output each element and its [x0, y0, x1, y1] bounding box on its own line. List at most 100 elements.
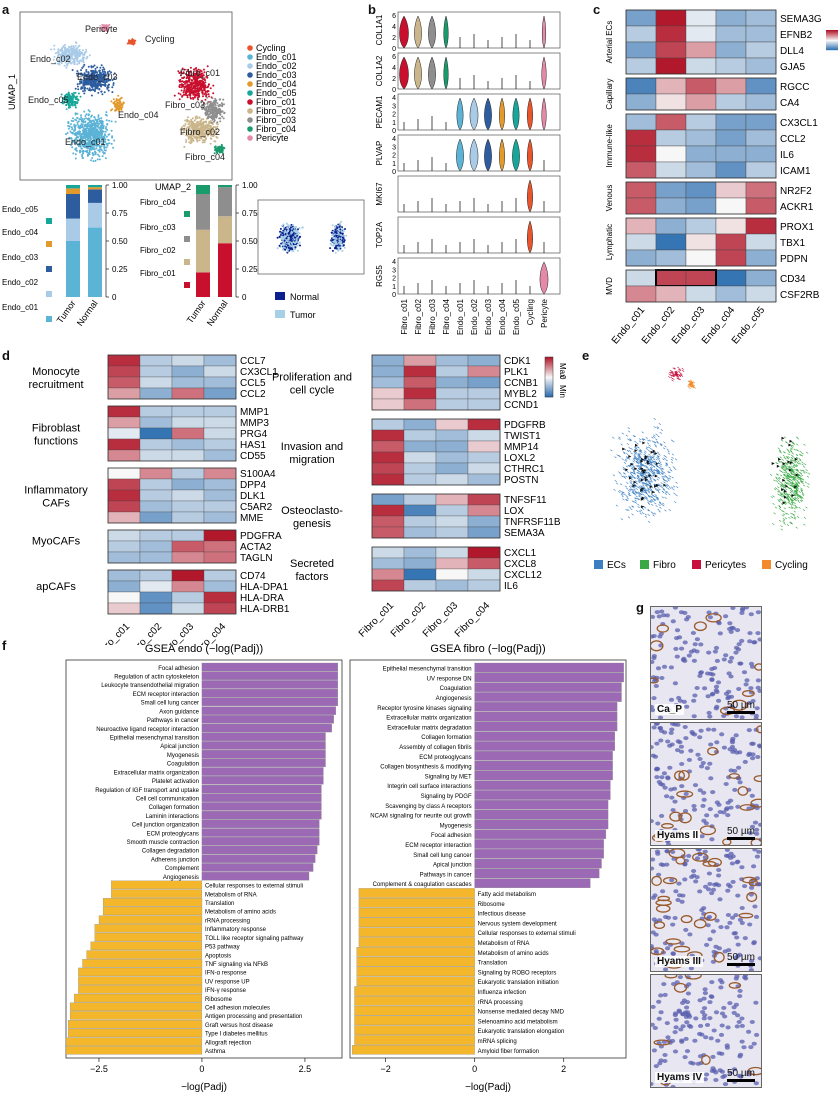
panel-e-velocity-umap: ECs Fibro Pericytes Cycling — [594, 366, 811, 571]
umap-point-endo_c01 — [86, 151, 89, 154]
violin-tick-label: 0 — [392, 46, 396, 53]
heatmap-cell — [139, 376, 173, 389]
umap-point-fibro_c01 — [190, 86, 193, 89]
velocity-stream — [637, 497, 640, 500]
velocity-stream — [659, 506, 662, 509]
umap-point-fibro_c02 — [207, 134, 209, 137]
violin-tick-label: 4 — [392, 65, 396, 72]
heatmap-gene-label: CX3CL1 — [240, 367, 278, 378]
umap-point-fibro_c01 — [181, 85, 184, 88]
umap-point-endo_c01 — [86, 143, 89, 146]
heatmap-cell — [685, 269, 717, 287]
umap-point-endo_c01 — [104, 157, 107, 160]
violin-tick-label: 0 — [392, 292, 396, 299]
umap-point-endo_c01 — [100, 145, 103, 148]
heatmap-cell — [655, 181, 687, 199]
umap-point-endo_c03 — [103, 68, 106, 71]
velocity-stream — [662, 447, 666, 450]
umap-point-endo_c05 — [79, 95, 82, 98]
umap-point-endo_c01 — [73, 139, 76, 142]
velocity-stream — [638, 485, 641, 488]
umap-point-fibro_c01 — [192, 98, 195, 100]
legend-entry: Fibro_c02 — [256, 106, 296, 116]
velocity-stream — [638, 438, 642, 441]
umap-point-endo_c01 — [76, 121, 79, 124]
heatmap-cell — [435, 504, 469, 517]
colorbar-segment — [826, 41, 838, 43]
velocity-stream — [640, 474, 643, 477]
velocity-stream — [641, 512, 645, 515]
velocity-stream — [638, 468, 641, 471]
velocity-stream — [650, 499, 653, 502]
legend-dot — [247, 90, 253, 96]
umap-point-fibro_c01 — [198, 92, 200, 95]
umap-point-endo_c01 — [88, 132, 91, 135]
heatmap-cell — [685, 233, 717, 251]
velocity-stream — [647, 468, 650, 471]
mini-umap-point — [292, 224, 295, 227]
heatmap-group-label: Secreted — [290, 558, 334, 570]
velocity-stream — [653, 483, 656, 486]
umap-point-endo_c01 — [93, 121, 96, 124]
umap-point-endo_c02 — [82, 58, 85, 61]
velocity-stream — [653, 462, 656, 465]
endo-row-swatch — [46, 266, 52, 272]
velocity-stream — [626, 453, 629, 456]
heatmap-cell — [403, 493, 437, 506]
mini-umap-point — [290, 240, 293, 242]
violin-shape — [499, 138, 505, 172]
umap-point-endo_c01 — [89, 141, 92, 144]
mini-legend-label: Normal — [290, 292, 319, 302]
umap-point-endo_c03 — [108, 70, 111, 73]
endo-bar-segment — [88, 202, 102, 228]
velocity-stream — [634, 455, 637, 458]
heatmap-cell — [467, 376, 501, 389]
umap-point-fibro_c01 — [185, 85, 188, 88]
mini-umap-point — [334, 225, 337, 228]
umap-point-fibro_c03 — [213, 120, 216, 123]
heatmap-cell — [625, 113, 657, 131]
umap-point-fibro_c04 — [213, 152, 216, 155]
velocity-stream — [668, 471, 671, 474]
umap-point-endo_c03 — [100, 84, 103, 87]
umap-point-endo_c01 — [71, 128, 74, 131]
mini-umap-point — [282, 248, 284, 251]
velocity-stream — [643, 489, 646, 492]
velocity-stream — [622, 491, 625, 494]
heatmap-cell — [203, 467, 237, 480]
heatmap-cell — [655, 217, 687, 235]
mini-umap-point — [284, 232, 287, 235]
umap-point-fibro_c01 — [193, 96, 196, 99]
umap-point-endo_c02 — [63, 48, 66, 51]
umap-point-endo_c03 — [77, 88, 80, 91]
colorbar-segment — [545, 371, 553, 373]
umap-point-fibro_c02 — [209, 124, 212, 127]
heatmap-cell — [107, 416, 141, 429]
velocity-stream — [657, 462, 661, 465]
umap-point-fibro_c02 — [204, 124, 207, 127]
violin-row-frame — [397, 52, 561, 90]
umap-point-fibro_c01 — [196, 81, 199, 84]
umap-point-fibro_c02 — [191, 117, 194, 120]
umap-point-endo_c03 — [85, 70, 88, 73]
umap-point-fibro_c03 — [203, 103, 206, 106]
heatmap-gene-label: PRG4 — [240, 429, 268, 440]
umap-point-endo_c01 — [81, 139, 84, 142]
umap-point-endo_c01 — [81, 150, 84, 153]
velocity-stream — [634, 440, 637, 443]
umap-point-fibro_c02 — [181, 133, 184, 135]
heatmap-cell — [139, 489, 173, 502]
velocity-stream — [619, 483, 623, 486]
umap-point-endo_c01 — [80, 133, 83, 136]
umap-point-pericyte — [105, 29, 108, 32]
mini-umap-point — [283, 239, 286, 242]
velocity-stream — [655, 505, 658, 508]
mini-umap-point — [285, 222, 288, 225]
mini-umap-point — [282, 246, 285, 249]
umap-point-pericyte — [101, 26, 104, 29]
velocity-stream — [632, 465, 635, 468]
velocity-stream — [638, 459, 641, 462]
heatmap-gene-label: TWIST1 — [504, 431, 541, 442]
umap-point-endo_c02 — [72, 50, 75, 53]
fibro-bar-segment — [196, 229, 210, 273]
